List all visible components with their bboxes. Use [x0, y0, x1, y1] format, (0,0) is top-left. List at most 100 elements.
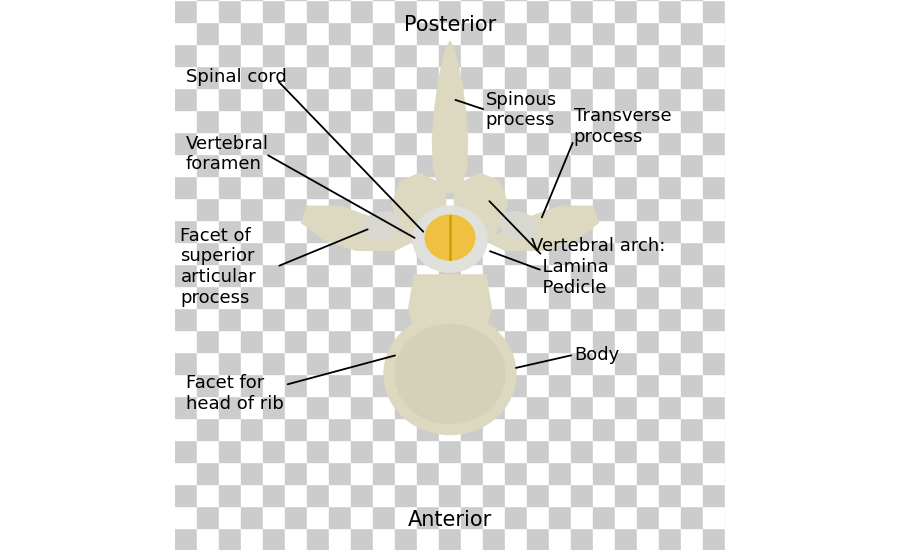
- Bar: [637, 396, 659, 418]
- Bar: [703, 110, 725, 132]
- Bar: [175, 286, 197, 308]
- Bar: [439, 462, 461, 484]
- Bar: [659, 132, 681, 154]
- Bar: [373, 462, 395, 484]
- Bar: [175, 462, 197, 484]
- Bar: [197, 440, 219, 462]
- Bar: [615, 198, 637, 220]
- Bar: [747, 88, 769, 110]
- Polygon shape: [302, 206, 414, 250]
- Bar: [329, 66, 351, 88]
- Bar: [219, 242, 241, 264]
- Bar: [329, 198, 351, 220]
- Bar: [351, 132, 373, 154]
- Bar: [395, 0, 417, 22]
- Bar: [461, 396, 483, 418]
- Bar: [439, 66, 461, 88]
- Bar: [373, 66, 395, 88]
- Bar: [615, 462, 637, 484]
- Text: Anterior: Anterior: [408, 510, 492, 530]
- Bar: [219, 176, 241, 198]
- Bar: [505, 66, 527, 88]
- Bar: [571, 286, 593, 308]
- Bar: [483, 22, 505, 44]
- Bar: [241, 22, 263, 44]
- Bar: [527, 0, 549, 22]
- Bar: [241, 220, 263, 242]
- Bar: [593, 66, 615, 88]
- Bar: [505, 352, 527, 374]
- Bar: [483, 418, 505, 440]
- Bar: [725, 286, 747, 308]
- Bar: [571, 242, 593, 264]
- Bar: [681, 484, 703, 506]
- Bar: [241, 396, 263, 418]
- Bar: [527, 418, 549, 440]
- Bar: [615, 154, 637, 176]
- Bar: [659, 0, 681, 22]
- Bar: [637, 440, 659, 462]
- Bar: [659, 484, 681, 506]
- Bar: [329, 462, 351, 484]
- Bar: [725, 440, 747, 462]
- Bar: [593, 506, 615, 528]
- Ellipse shape: [362, 212, 400, 239]
- Bar: [681, 66, 703, 88]
- Bar: [615, 374, 637, 396]
- Bar: [549, 484, 571, 506]
- Bar: [329, 110, 351, 132]
- Bar: [263, 440, 285, 462]
- Bar: [307, 352, 329, 374]
- Bar: [593, 374, 615, 396]
- Bar: [417, 132, 439, 154]
- Bar: [527, 330, 549, 352]
- Bar: [747, 242, 769, 264]
- Bar: [747, 176, 769, 198]
- Bar: [175, 110, 197, 132]
- Bar: [241, 176, 263, 198]
- Bar: [527, 286, 549, 308]
- Bar: [175, 418, 197, 440]
- Bar: [285, 462, 307, 484]
- Bar: [593, 528, 615, 550]
- Bar: [175, 220, 197, 242]
- Bar: [483, 154, 505, 176]
- Bar: [307, 506, 329, 528]
- Bar: [219, 220, 241, 242]
- Bar: [747, 264, 769, 286]
- Bar: [725, 396, 747, 418]
- Bar: [219, 88, 241, 110]
- Text: Spinal cord: Spinal cord: [186, 68, 287, 86]
- Bar: [439, 44, 461, 66]
- Bar: [725, 242, 747, 264]
- Bar: [527, 308, 549, 330]
- Bar: [659, 286, 681, 308]
- Bar: [263, 44, 285, 66]
- Bar: [263, 462, 285, 484]
- Bar: [417, 396, 439, 418]
- Bar: [329, 242, 351, 264]
- Bar: [527, 88, 549, 110]
- Bar: [175, 154, 197, 176]
- Bar: [747, 374, 769, 396]
- Bar: [593, 286, 615, 308]
- Bar: [307, 308, 329, 330]
- Bar: [395, 462, 417, 484]
- Bar: [571, 506, 593, 528]
- Bar: [549, 154, 571, 176]
- Bar: [197, 374, 219, 396]
- Bar: [197, 22, 219, 44]
- Bar: [307, 154, 329, 176]
- Bar: [351, 286, 373, 308]
- Bar: [549, 506, 571, 528]
- Bar: [351, 264, 373, 286]
- Bar: [527, 198, 549, 220]
- Bar: [285, 110, 307, 132]
- Text: Transverse
process: Transverse process: [574, 107, 671, 146]
- Bar: [483, 132, 505, 154]
- Bar: [175, 352, 197, 374]
- Bar: [439, 506, 461, 528]
- Bar: [219, 198, 241, 220]
- Bar: [351, 242, 373, 264]
- Bar: [175, 22, 197, 44]
